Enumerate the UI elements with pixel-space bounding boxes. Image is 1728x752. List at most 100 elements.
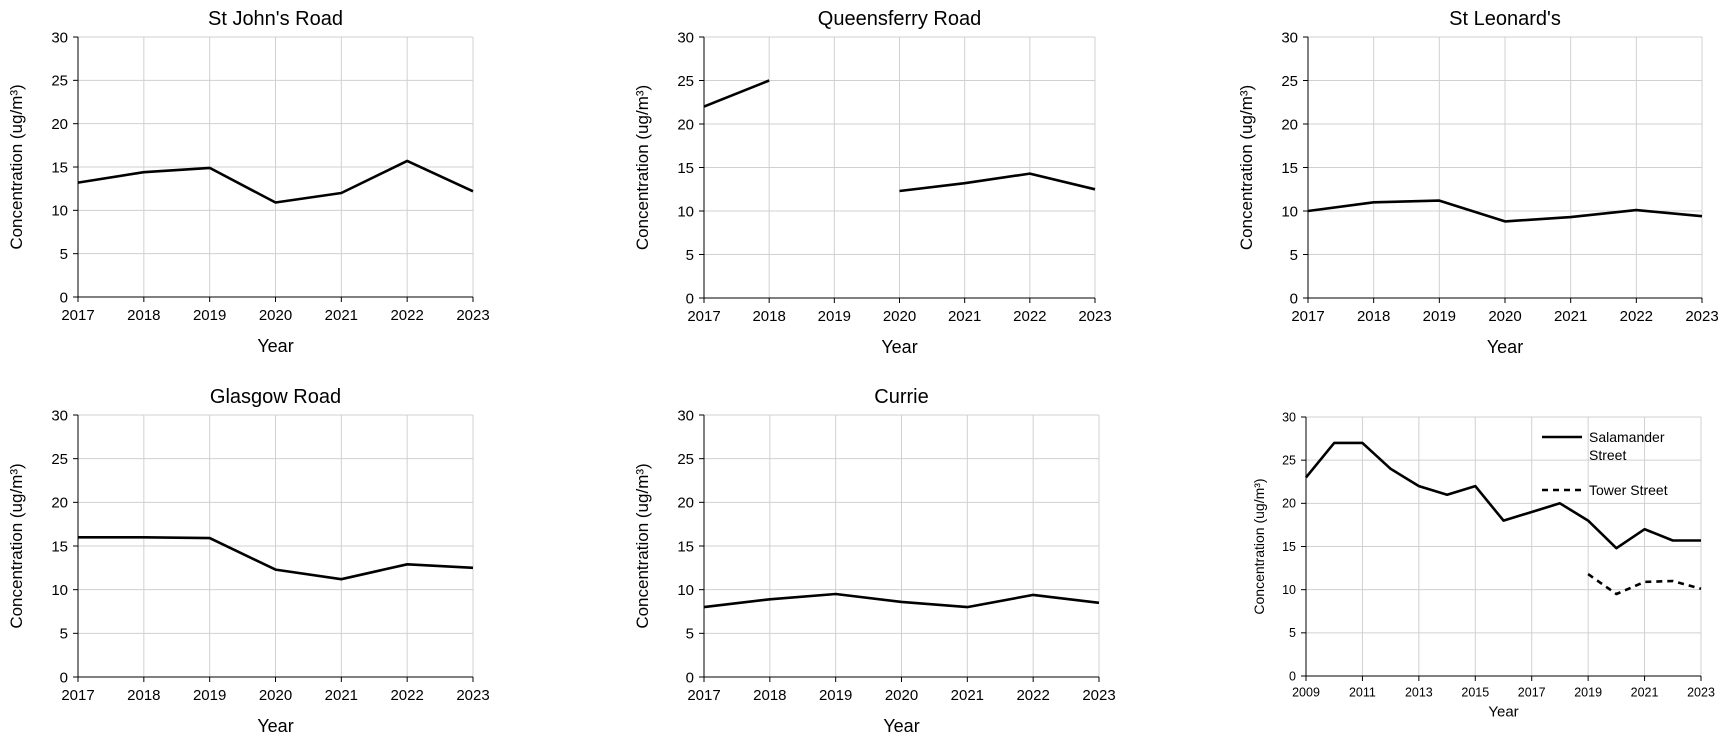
y-tick-label: 10 <box>1281 203 1298 220</box>
y-tick-label: 5 <box>60 246 68 263</box>
y-tick-label: 20 <box>1281 116 1298 133</box>
x-tick-label: 2020 <box>885 687 918 704</box>
chart-2: 0 5 10 15 20 25 30 2017 2018 2019 2020 2021 2022 2023… <box>633 8 1112 357</box>
x-tick-label: 2015 <box>1461 686 1489 700</box>
chart-title: St Leonard's <box>1449 8 1561 30</box>
y-tick-label: 10 <box>1282 583 1296 597</box>
x-tick-label: 2018 <box>127 307 160 324</box>
x-tick-label: 2021 <box>951 687 984 704</box>
series-line-2 <box>1587 573 1702 596</box>
x-tick-label: 2018 <box>1357 308 1390 325</box>
x-tick-label: 2021 <box>1631 686 1659 700</box>
x-axis-label: Year <box>257 716 293 736</box>
y-tick-label: 10 <box>677 203 694 220</box>
chart-6: 0 5 10 15 20 25 30 2009 2011 2013 2015 2017 2019 2021… <box>1251 410 1715 720</box>
x-tick-label: 2018 <box>753 687 786 704</box>
y-tick-label: 0 <box>686 290 694 307</box>
legend-label: Tower Street <box>1589 482 1668 498</box>
y-tick-label: 5 <box>1289 626 1296 640</box>
y-tick-label: 25 <box>1282 454 1296 468</box>
x-tick-label: 2023 <box>1685 308 1718 325</box>
y-tick-label: 15 <box>51 538 68 555</box>
x-tick-label: 2022 <box>1016 687 1049 704</box>
x-tick-label: 2021 <box>325 687 358 704</box>
chart-title: Queensferry Road <box>818 8 981 30</box>
y-tick-label: 20 <box>1282 497 1296 511</box>
x-tick-label: 2020 <box>259 307 292 324</box>
y-tick-label: 25 <box>677 451 694 468</box>
y-tick-label: 20 <box>51 116 68 133</box>
y-tick-label: 15 <box>1281 160 1298 177</box>
x-tick-label: 2019 <box>193 307 226 324</box>
x-tick-label: 2023 <box>1078 308 1111 325</box>
x-axis-label: Year <box>1487 337 1523 357</box>
series-line-1 <box>703 592 1100 609</box>
x-tick-label: 2022 <box>390 687 423 704</box>
x-axis-label: Year <box>881 337 917 357</box>
y-tick-label: 15 <box>677 160 694 177</box>
y-tick-label: 5 <box>1290 247 1298 264</box>
x-tick-label: 2020 <box>1488 308 1521 325</box>
y-tick-label: 20 <box>677 495 694 512</box>
series-line-1 <box>1304 441 1701 550</box>
y-axis-label: Concentration (ug/m³) <box>7 463 26 628</box>
y-axis-label: Concentration (ug/m³) <box>633 463 652 628</box>
x-tick-label: 2018 <box>127 687 160 704</box>
y-tick-label: 30 <box>51 407 68 424</box>
x-tick-label: 2019 <box>1574 686 1602 700</box>
y-tick-label: 10 <box>677 582 694 599</box>
x-tick-label: 2017 <box>61 307 94 324</box>
y-tick-label: 15 <box>1282 540 1296 554</box>
chart-1: 0 5 10 15 20 25 30 2017 2018 2019 2020 2021 2022 2023… <box>7 8 490 356</box>
x-axis-label: Year <box>257 336 293 356</box>
y-tick-label: 15 <box>677 538 694 555</box>
series-line-1 <box>77 159 474 204</box>
x-tick-label: 2019 <box>819 687 852 704</box>
x-tick-label: 2020 <box>883 308 916 325</box>
x-tick-label: 2022 <box>1620 308 1653 325</box>
x-tick-label: 2009 <box>1292 686 1320 700</box>
x-tick-label: 2019 <box>818 308 851 325</box>
y-tick-label: 30 <box>677 407 694 424</box>
x-tick-label: 2019 <box>1423 308 1456 325</box>
series-line-1 <box>78 536 474 581</box>
x-tick-label: 2017 <box>1518 686 1546 700</box>
x-tick-label: 2022 <box>1013 308 1046 325</box>
x-tick-label: 2017 <box>687 687 720 704</box>
x-tick-label: 2017 <box>687 308 720 325</box>
x-tick-label: 2023 <box>456 687 489 704</box>
legend-label: Street <box>1589 447 1626 463</box>
chart-4: 0 5 10 15 20 25 30 2017 2018 2019 2020 2021 2022 2023… <box>7 386 490 736</box>
chart-5: 0 5 10 15 20 25 30 2017 2018 2019 2020 2021 2022 2023… <box>633 386 1116 736</box>
y-tick-label: 30 <box>51 29 68 46</box>
y-axis-label: Concentration (ug/m³) <box>1237 85 1256 250</box>
legend-label: Salamander <box>1589 429 1665 445</box>
y-tick-label: 0 <box>60 289 68 306</box>
y-tick-label: 5 <box>686 247 694 264</box>
y-tick-label: 5 <box>686 626 694 643</box>
x-tick-label: 2023 <box>1082 687 1115 704</box>
x-tick-label: 2023 <box>1687 686 1715 700</box>
y-tick-label: 30 <box>1282 410 1296 424</box>
x-tick-label: 2013 <box>1405 686 1433 700</box>
x-tick-label: 2018 <box>752 308 785 325</box>
chart-title: Currie <box>874 386 928 408</box>
y-tick-label: 0 <box>60 669 68 686</box>
series-line-1 <box>703 79 1096 193</box>
y-axis-label: Concentration (ug/m³) <box>7 84 26 249</box>
y-tick-label: 25 <box>1281 73 1298 90</box>
x-tick-label: 2017 <box>61 687 94 704</box>
series-line-1 <box>1307 199 1703 223</box>
x-tick-label: 2021 <box>948 308 981 325</box>
x-tick-label: 2019 <box>193 687 226 704</box>
y-axis-label: Concentration (ug/m³) <box>633 85 652 250</box>
y-tick-label: 10 <box>51 203 68 220</box>
chart-title: Glasgow Road <box>210 386 341 408</box>
y-tick-label: 5 <box>60 626 68 643</box>
y-tick-label: 15 <box>51 159 68 176</box>
y-tick-label: 25 <box>677 73 694 90</box>
y-tick-label: 20 <box>677 116 694 133</box>
y-tick-label: 25 <box>51 73 68 90</box>
y-tick-label: 10 <box>51 582 68 599</box>
